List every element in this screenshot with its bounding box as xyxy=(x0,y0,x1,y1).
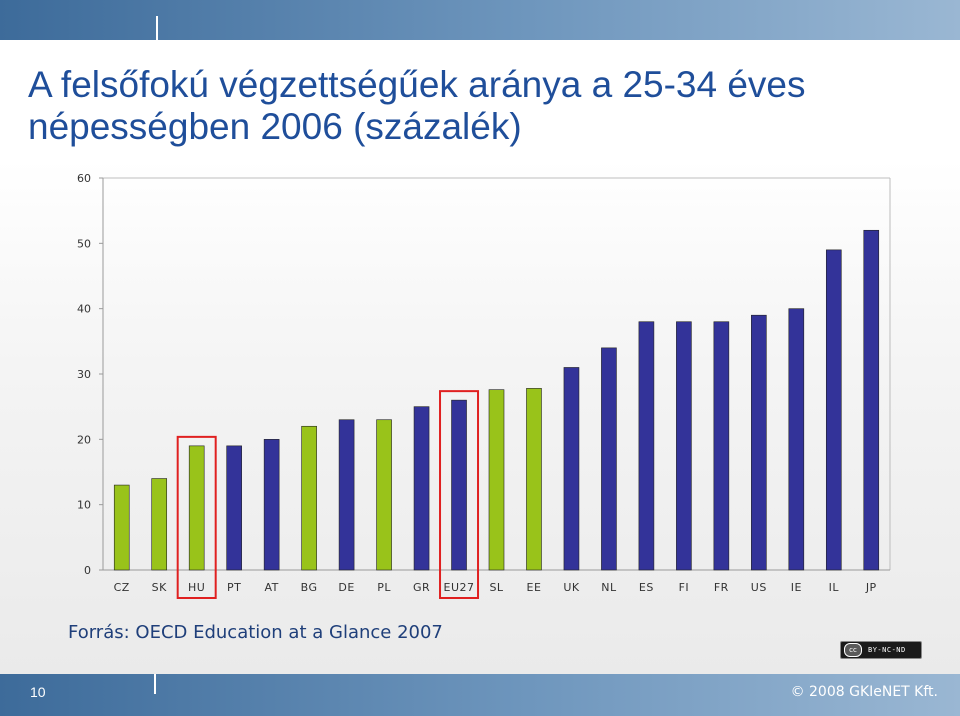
bar-es xyxy=(638,321,655,571)
x-tick-label: PT xyxy=(227,581,241,594)
bar-gr xyxy=(413,406,430,571)
bar-sk xyxy=(151,478,168,571)
bar-pt xyxy=(226,445,242,571)
bar-pl xyxy=(376,419,392,571)
copyright-text: © 2008 GKIeNET Kft. xyxy=(790,684,938,700)
highlight-box-hu xyxy=(176,435,217,599)
slide-title-line-2: népességben 2006 (százalék) xyxy=(28,106,522,147)
x-tick-label: PL xyxy=(377,581,391,594)
header-separator xyxy=(156,16,158,40)
slide-title: A felsőfokú végzettségűek aránya a 25-34… xyxy=(28,64,928,148)
bar-sl xyxy=(488,389,505,571)
x-tick-label: FI xyxy=(679,581,690,594)
bar-fi xyxy=(676,321,692,571)
bar-nl xyxy=(601,347,617,571)
bar-ie xyxy=(788,308,805,571)
footer-band xyxy=(0,674,960,716)
x-tick-label: NL xyxy=(601,581,617,594)
y-tick-label: 60 xyxy=(77,172,91,185)
cc-icon: cc xyxy=(844,643,862,657)
x-tick-label: SL xyxy=(489,581,503,594)
x-tick-label: JP xyxy=(865,581,877,594)
bar-fr xyxy=(713,321,730,571)
header-divider xyxy=(0,40,960,44)
x-tick-label: DE xyxy=(338,581,354,594)
y-tick-label: 50 xyxy=(77,237,91,250)
x-tick-label: CZ xyxy=(114,581,130,594)
bar-uk xyxy=(563,367,580,571)
y-tick-label: 10 xyxy=(77,499,91,512)
license-badge: cc BY-NC-ND xyxy=(840,641,922,659)
highlight-box-eu27 xyxy=(439,390,480,599)
bar-cz xyxy=(113,484,130,571)
x-tick-label: US xyxy=(751,581,767,594)
x-tick-label: ES xyxy=(639,581,654,594)
x-tick-label: BG xyxy=(301,581,318,594)
bar-bg xyxy=(301,425,317,571)
x-tick-label: FR xyxy=(714,581,729,594)
bar-de xyxy=(338,419,355,571)
source-note: Forrás: OECD Education at a Glance 2007 xyxy=(68,622,443,643)
x-tick-label: HU xyxy=(188,581,205,594)
bar-ee xyxy=(526,388,542,571)
x-tick-label: EE xyxy=(527,581,542,594)
x-tick-label: EU27 xyxy=(444,581,475,594)
bar-il xyxy=(825,249,842,571)
bar-jp xyxy=(863,229,880,571)
x-tick-label: SK xyxy=(152,581,167,594)
footer-separator xyxy=(154,674,156,694)
x-tick-label: IE xyxy=(791,581,802,594)
header-band xyxy=(0,0,960,40)
bar-eu27 xyxy=(451,399,467,571)
slide-title-line-1: A felsőfokú végzettségűek aránya a 25-34… xyxy=(28,64,806,105)
x-tick-label: IL xyxy=(829,581,840,594)
x-tick-label: AT xyxy=(264,581,278,594)
bar-us xyxy=(751,314,767,571)
y-tick-label: 0 xyxy=(84,564,91,577)
bar-hu xyxy=(188,445,205,571)
y-tick-label: 30 xyxy=(77,368,91,381)
y-tick-label: 40 xyxy=(77,303,91,316)
x-tick-label: GR xyxy=(413,581,430,594)
bar-at xyxy=(263,439,280,571)
page-number: 10 xyxy=(30,684,46,700)
y-tick-label: 20 xyxy=(77,433,91,446)
license-text: BY-NC-ND xyxy=(868,646,906,654)
x-tick-label: UK xyxy=(563,581,580,594)
